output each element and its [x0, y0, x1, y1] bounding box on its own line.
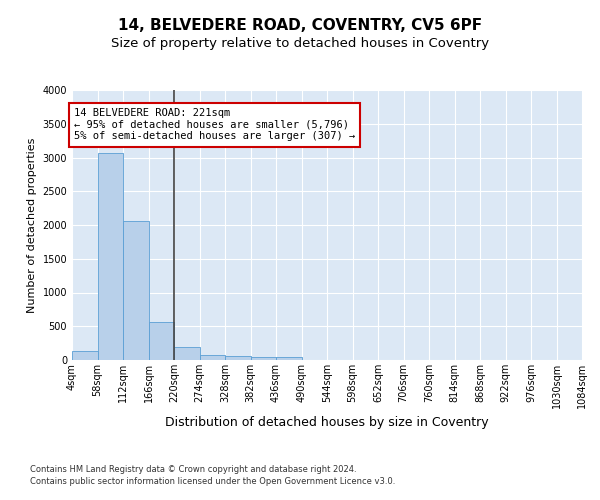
Bar [97, 154, 123, 360]
Bar [72, 351, 97, 360]
Bar [276, 356, 302, 360]
Text: Contains HM Land Registry data © Crown copyright and database right 2024.: Contains HM Land Registry data © Crown c… [30, 466, 356, 474]
Bar [174, 346, 199, 360]
Text: 14 BELVEDERE ROAD: 221sqm
← 95% of detached houses are smaller (5,796)
5% of sem: 14 BELVEDERE ROAD: 221sqm ← 95% of detac… [74, 108, 355, 142]
Bar [200, 354, 225, 360]
X-axis label: Distribution of detached houses by size in Coventry: Distribution of detached houses by size … [165, 416, 489, 430]
Text: Contains public sector information licensed under the Open Government Licence v3: Contains public sector information licen… [30, 477, 395, 486]
Text: 14, BELVEDERE ROAD, COVENTRY, CV5 6PF: 14, BELVEDERE ROAD, COVENTRY, CV5 6PF [118, 18, 482, 32]
Bar [123, 221, 149, 360]
Bar [149, 322, 174, 360]
Bar [225, 356, 251, 360]
Y-axis label: Number of detached properties: Number of detached properties [27, 138, 37, 312]
Bar [251, 358, 276, 360]
Text: Size of property relative to detached houses in Coventry: Size of property relative to detached ho… [111, 38, 489, 51]
